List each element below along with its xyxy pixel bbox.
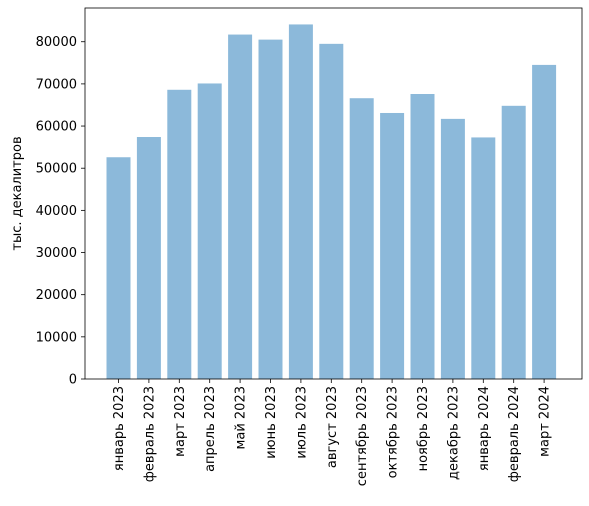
x-tick-label: июнь 2023 — [264, 386, 279, 459]
y-tick-label: 10000 — [36, 330, 77, 345]
bar — [410, 94, 435, 379]
bar — [136, 137, 161, 379]
x-tick-label: декабрь 2023 — [446, 386, 461, 480]
y-tick-label: 70000 — [36, 77, 77, 92]
bar — [440, 118, 465, 379]
x-tick-label: август 2023 — [325, 386, 340, 468]
bar — [106, 157, 131, 379]
y-tick-label: 0 — [69, 373, 77, 388]
x-tick-label: январь 2023 — [112, 386, 127, 471]
x-tick-label: октябрь 2023 — [386, 386, 401, 478]
x-tick-label: февраль 2024 — [507, 386, 522, 482]
y-axis-ticks: 0 10000 20000 30000 40000 50000 60000 70000 8000… — [36, 35, 85, 388]
y-tick-label: 30000 — [36, 246, 77, 261]
y-tick-label: 50000 — [36, 162, 77, 177]
bar — [167, 89, 192, 379]
y-tick-label: 80000 — [36, 35, 77, 50]
bar — [380, 112, 405, 379]
y-axis-title: тыс. декалитров — [10, 136, 25, 250]
bar — [471, 137, 496, 379]
x-tick-label: апрель 2023 — [203, 386, 218, 472]
x-tick-label: ноябрь 2023 — [416, 386, 431, 471]
bar — [319, 43, 344, 380]
bar — [501, 105, 526, 379]
y-tick-label: 40000 — [36, 204, 77, 219]
x-tick-label: сентябрь 2023 — [355, 386, 370, 486]
x-tick-label: март 2023 — [173, 386, 188, 457]
bar — [258, 39, 283, 380]
bar — [228, 34, 253, 380]
y-tick-label: 20000 — [36, 288, 77, 303]
x-tick-label: февраль 2023 — [142, 386, 157, 482]
x-tick-label: май 2023 — [234, 386, 249, 449]
x-tick-label: март 2024 — [538, 386, 553, 457]
bar — [349, 98, 374, 379]
y-tick-label: 60000 — [36, 120, 77, 135]
bar — [197, 83, 222, 380]
bar — [288, 24, 313, 379]
plot-frame — [84, 7, 583, 380]
x-axis-ticks: январь 2023 февраль 2023 март 2023 апрель 2… — [112, 379, 553, 486]
bars-group — [106, 24, 557, 380]
x-tick-label: январь 2024 — [477, 386, 492, 471]
x-tick-label: июль 2023 — [294, 386, 309, 459]
bar — [532, 64, 557, 379]
